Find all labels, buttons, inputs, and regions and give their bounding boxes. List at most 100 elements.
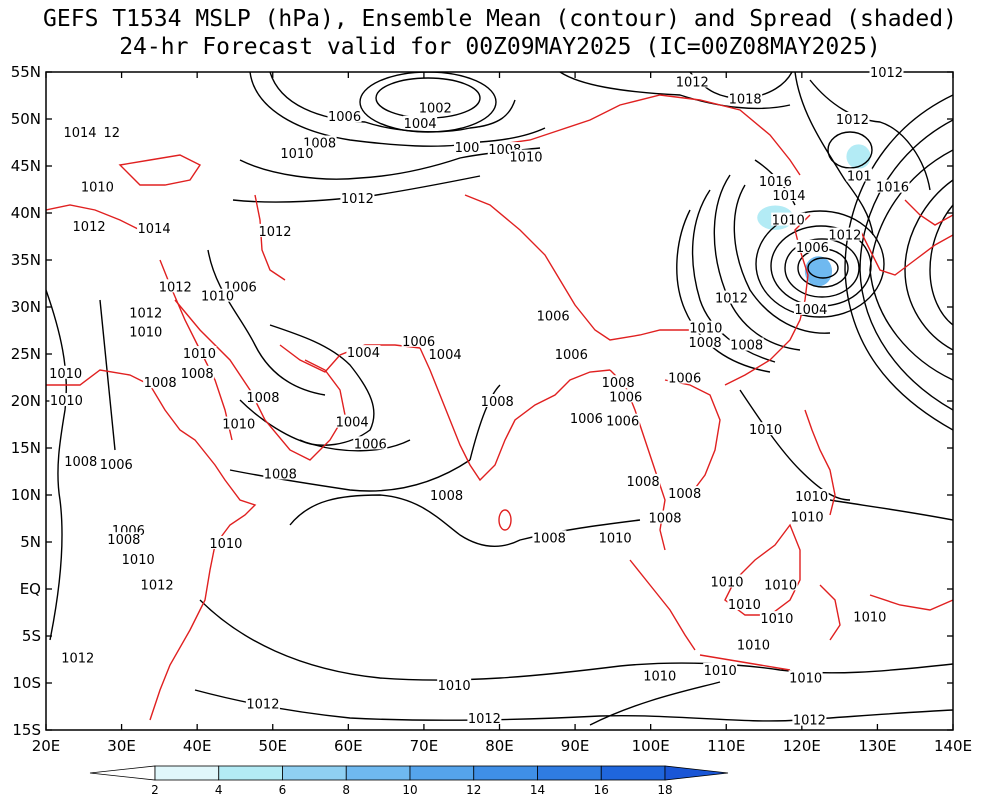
isobar [929, 204, 953, 326]
contour-label: 1010 [764, 578, 797, 593]
contour-label-bg [601, 375, 636, 389]
contour-label: 1008 [627, 475, 660, 490]
isobar [827, 131, 873, 169]
y-tick-label: 55N [11, 63, 41, 81]
contour-label-bg [605, 413, 640, 427]
contour-label: 1010 [789, 671, 822, 686]
colorbar-cell [409, 765, 475, 781]
contour-label: 1010 [81, 181, 114, 196]
contour-label-bg [279, 145, 314, 159]
contour-label: 1014 [63, 126, 96, 141]
contour-label: 1010 [438, 679, 471, 694]
contour-label: 1010 [791, 511, 824, 526]
contour-label: 1010 [222, 418, 255, 433]
contour-label: 1006 [796, 241, 829, 256]
contour-label-bg [608, 389, 643, 403]
contour-label-bg [143, 375, 178, 389]
contour-label: 1008 [730, 339, 763, 354]
contour-label-bg [736, 637, 771, 651]
contour-label: 1010 [710, 575, 743, 590]
contour-label-bg [99, 456, 134, 470]
contour-label-bg [180, 365, 215, 379]
x-tick-label: 30E [107, 737, 136, 755]
coastline [609, 369, 666, 551]
contour-label: 1012 [246, 698, 279, 713]
x-tick-label: 70E [410, 737, 439, 755]
contour-label-bg [429, 488, 464, 501]
x-tick-label: 80E [485, 737, 514, 755]
contour-label: 1008 [481, 395, 514, 410]
contour-label: 1012 [676, 75, 709, 90]
isobar [869, 149, 953, 381]
contour-label: 12 [103, 126, 120, 141]
isobar [807, 257, 839, 279]
contour-label: 1010 [129, 325, 162, 340]
y-tick-label: EQ [20, 580, 41, 598]
contour-label: 1012 [468, 712, 501, 727]
contour-label: 1004 [429, 348, 462, 363]
coastline [118, 154, 202, 186]
y-tick-label: 15S [12, 721, 41, 739]
contour-label: 1010 [183, 347, 216, 362]
y-tick-label: 15N [11, 439, 41, 457]
coastline [859, 229, 953, 276]
contour-label-bg [158, 279, 193, 293]
spread-patch [846, 144, 871, 169]
contour-label-bg [763, 577, 798, 591]
isobar [589, 681, 721, 726]
title-line-2: 24-hr Forecast valid for 00Z09MAY2025 (I… [119, 34, 881, 60]
contour-label: 1012 [258, 225, 291, 240]
contour-label: 1008 [246, 391, 279, 406]
isobar [794, 72, 874, 236]
contour-label: 1014 [772, 189, 805, 204]
contour-label-bg [795, 239, 830, 253]
contour-label: 1010 [49, 367, 82, 382]
isobar [859, 119, 953, 411]
contour-label-bg [875, 179, 910, 193]
contour-label: 1010 [643, 669, 676, 684]
colorbar-cell [537, 765, 602, 781]
x-tick-label: 60E [334, 737, 363, 755]
coastline [254, 194, 286, 281]
contour-label-bg [63, 125, 98, 139]
contour-label: 1008 [689, 336, 722, 351]
isobar [733, 184, 831, 334]
contour-label-bg [401, 333, 436, 347]
colorbar-label: 4 [215, 783, 223, 797]
contour-label-bg [748, 422, 783, 436]
x-tick-label: 100E [632, 737, 670, 755]
contour-label: 1012 [341, 192, 374, 207]
contour-label-bg [727, 597, 762, 611]
contour-label: 1008 [181, 367, 214, 382]
contour-label: 1012 [141, 578, 174, 593]
contour-label: 1006 [328, 110, 361, 125]
title-line-1: GEFS T1534 MSLP (hPa), Ensemble Mean (co… [43, 6, 957, 32]
contour-label: 1008 [602, 376, 635, 391]
isobar [249, 72, 546, 147]
isobar [809, 79, 931, 191]
contour-label: 1010 [728, 598, 761, 613]
contour-label: 1006 [668, 372, 701, 387]
contour-label-bg [258, 223, 293, 237]
contour-label-bg [759, 611, 794, 625]
isobar [784, 238, 860, 298]
contour-label: 1008 [668, 487, 701, 502]
contour-label: 1012 [129, 307, 162, 322]
contour-label-bg [835, 112, 870, 125]
contour-label: 1012 [870, 66, 903, 81]
y-tick-label: 25N [11, 345, 41, 363]
contour-label: 1012 [61, 652, 94, 667]
contour-label-bg [790, 509, 825, 523]
contour-label-bg [758, 174, 793, 188]
contour-label: 1004 [404, 117, 437, 132]
contour-label: 1008 [144, 376, 177, 391]
contour-label: 1010 [201, 290, 234, 305]
spread-colorbar: 2 4 6 8 10 12 14 16 18 [89, 765, 729, 797]
coastline [904, 199, 953, 226]
colorbar-cell [282, 765, 347, 781]
isobar [199, 599, 953, 681]
contour-label-bg [346, 345, 381, 359]
coastline [869, 594, 953, 611]
contour-label-bg [827, 227, 862, 241]
